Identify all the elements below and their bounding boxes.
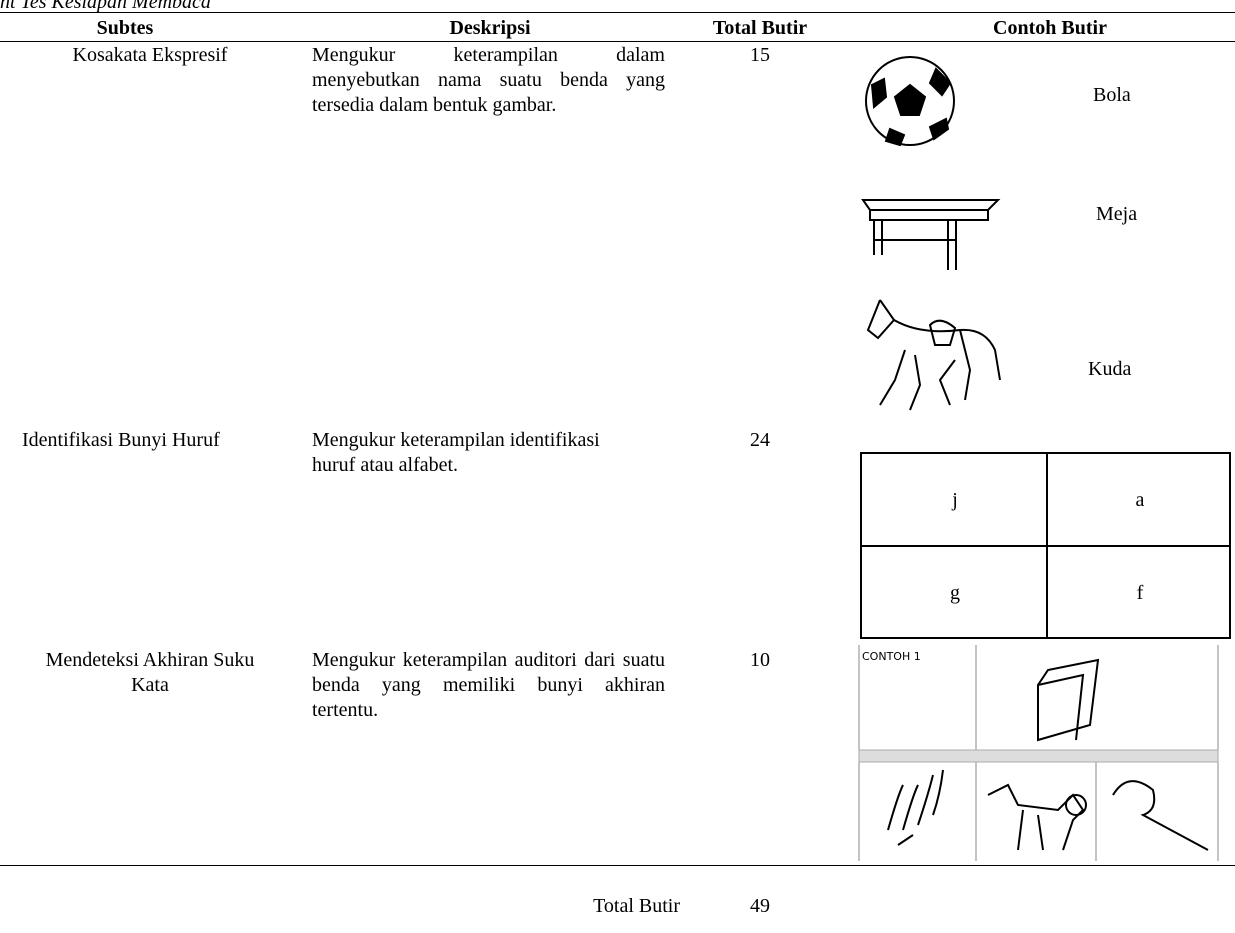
total: 10 xyxy=(750,649,770,671)
header-cell: Contoh Butir xyxy=(993,17,1107,39)
horse-image xyxy=(866,299,1001,411)
letter: f xyxy=(1136,582,1144,604)
subtes: Kosakata Ekspresif xyxy=(72,44,228,66)
footer-label: Total Butir xyxy=(593,895,680,917)
letter: j xyxy=(952,489,958,511)
letter: a xyxy=(1135,489,1145,511)
item-label: Meja xyxy=(1096,203,1138,225)
table-image xyxy=(861,199,1001,270)
ball-image xyxy=(865,56,955,147)
total: 24 xyxy=(750,429,770,451)
letter-grid xyxy=(860,452,1231,639)
title: Blueprint Tes Kesiapan Membaca xyxy=(0,0,211,13)
subtes: Identifikasi Bunyi Huruf xyxy=(22,429,220,451)
rule xyxy=(0,865,1235,866)
image-caption: CONTOH 1 xyxy=(862,650,921,663)
deskripsi: Mengukur keterampilan identifikasi huruf… xyxy=(312,429,600,476)
rule xyxy=(0,41,1235,42)
letter: g xyxy=(950,582,960,604)
header-cell: Total Butir xyxy=(712,17,808,39)
deskripsi: Mengukur keterampilan auditori dari suat… xyxy=(312,649,665,721)
total: 15 xyxy=(750,44,770,66)
subtes: Mendeteksi Akhiran Suku Kata xyxy=(45,649,255,696)
item-label: Kuda xyxy=(1088,358,1132,380)
header-cell: Deskripsi xyxy=(449,17,531,39)
deskripsi: Mengukur keterampilan dalam menyebutkan … xyxy=(312,44,665,116)
footer-total: 49 xyxy=(750,895,770,917)
rhyme-image xyxy=(858,645,1219,861)
rule xyxy=(0,12,1235,13)
header-cell: Subtes xyxy=(96,17,154,39)
item-label: Bola xyxy=(1093,84,1131,106)
